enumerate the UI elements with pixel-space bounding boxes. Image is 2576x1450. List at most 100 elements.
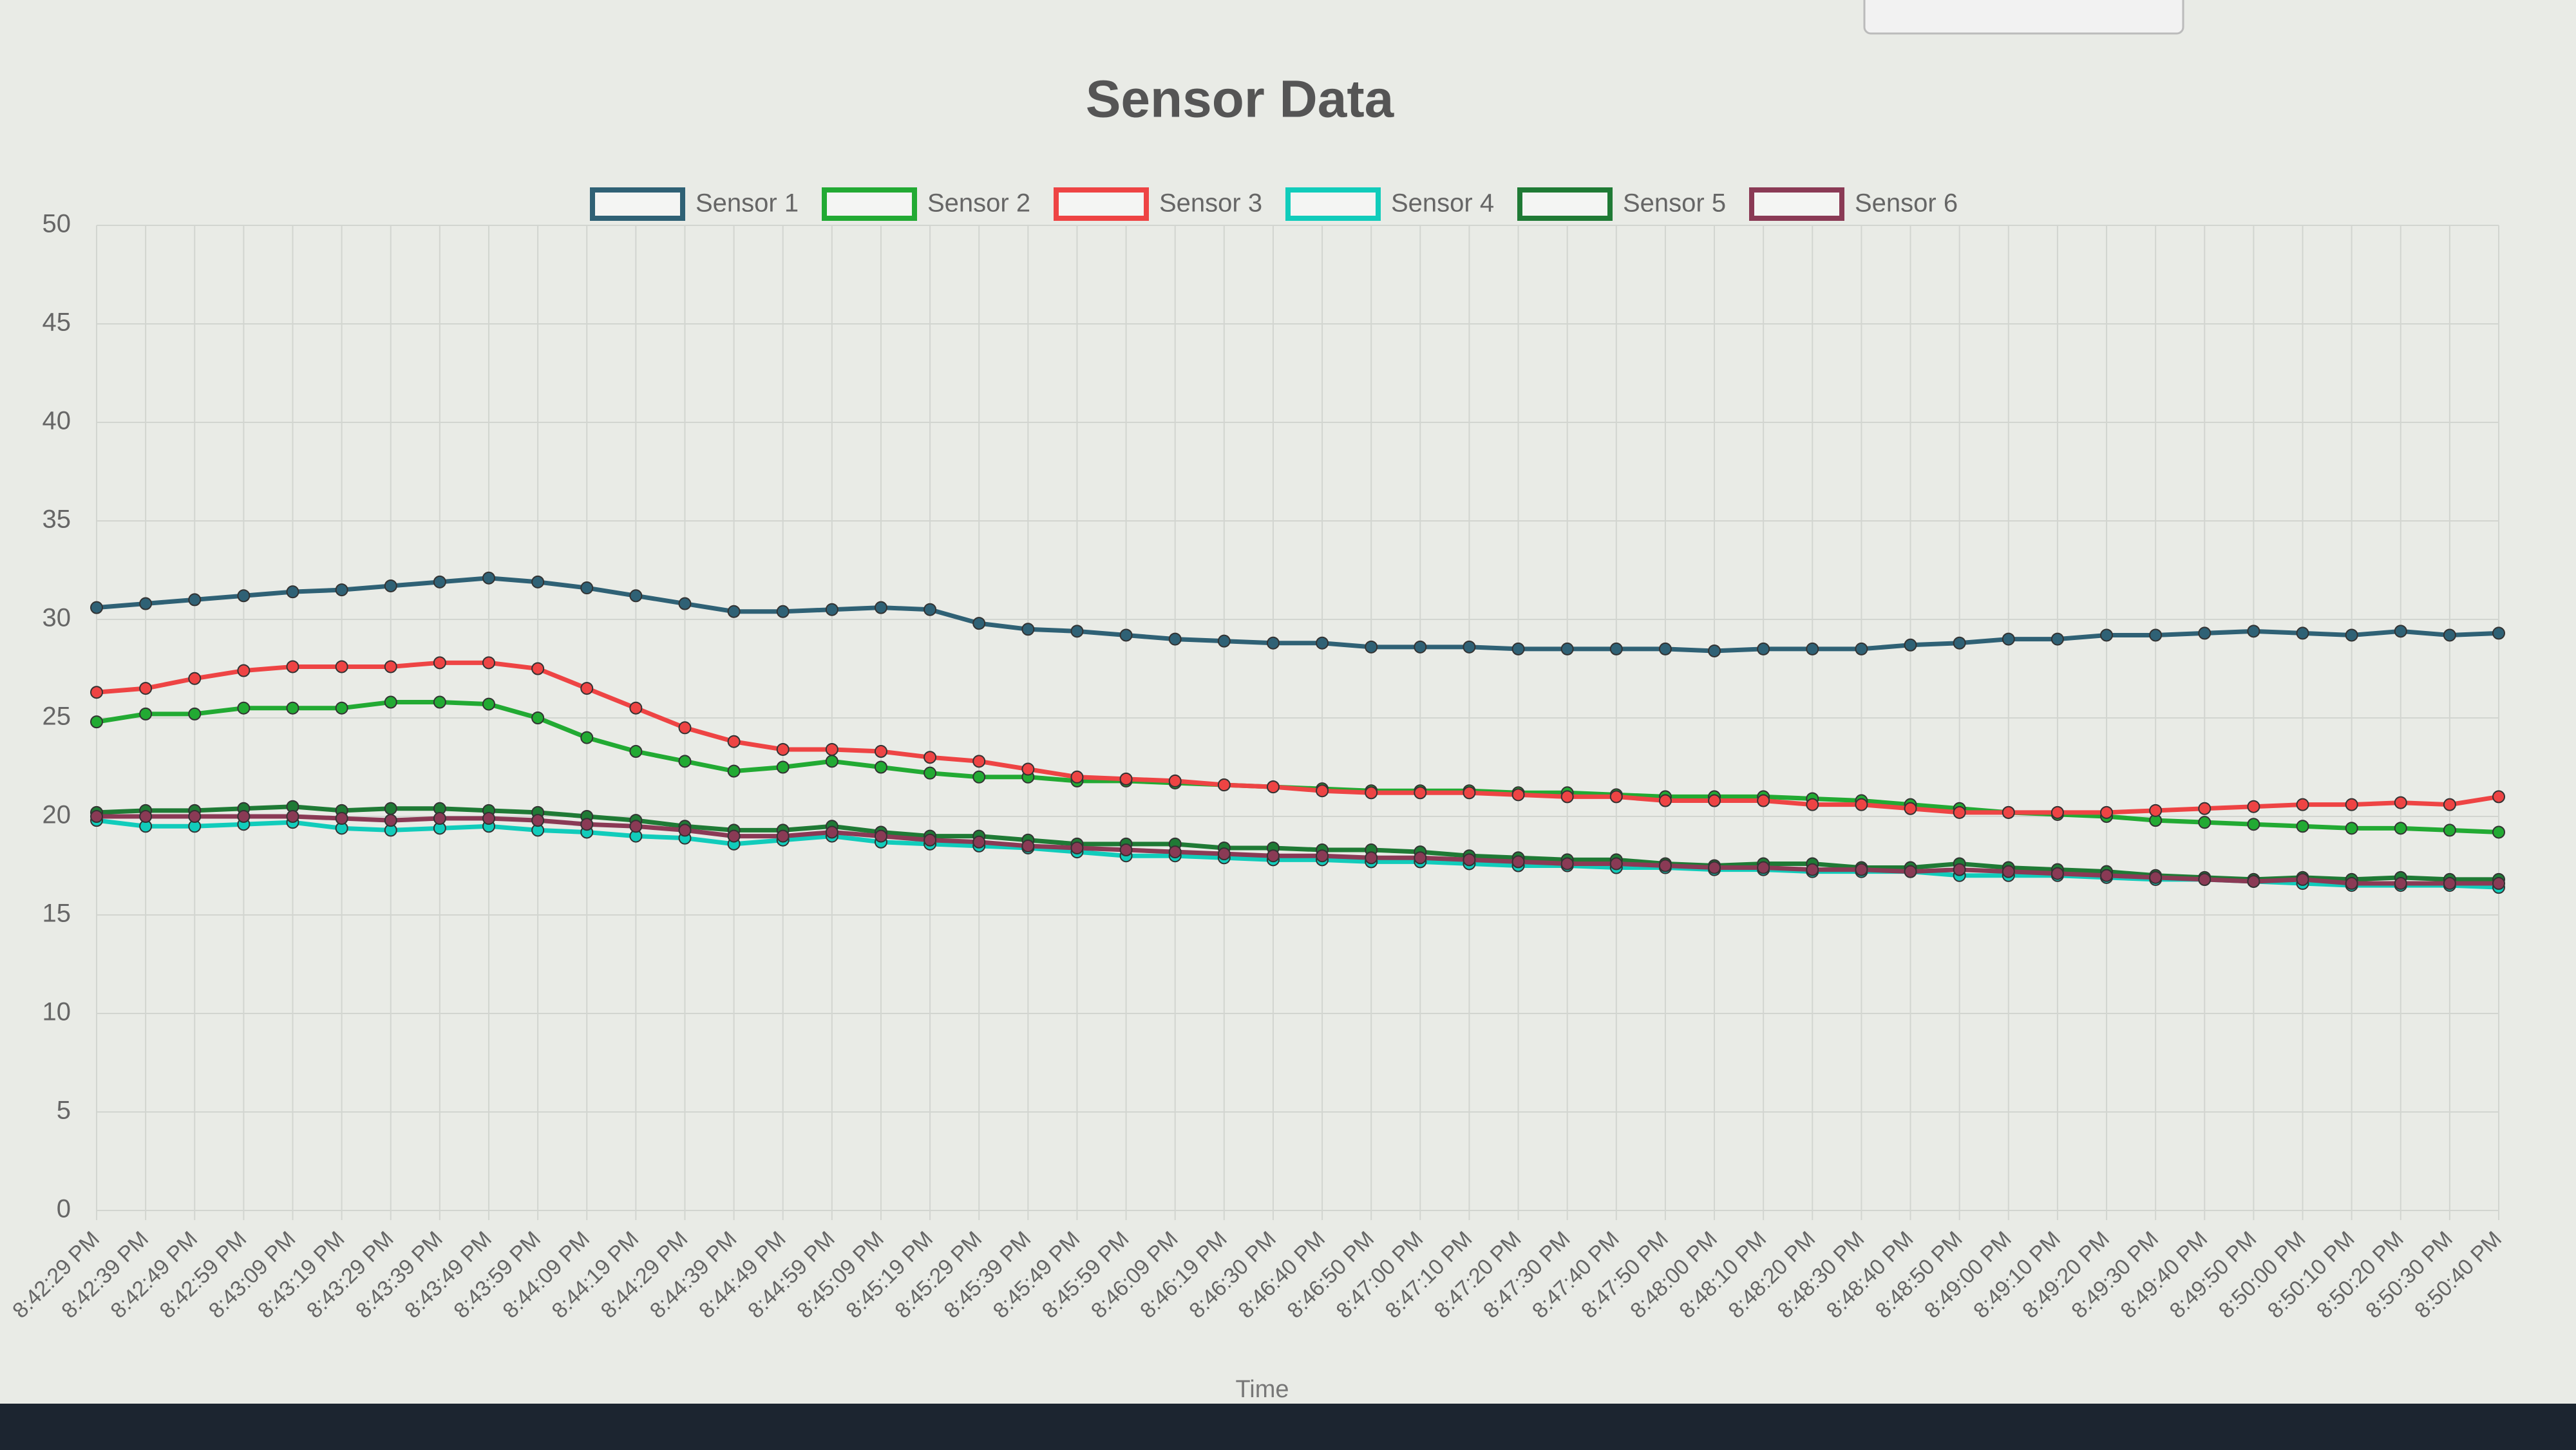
data-point bbox=[139, 810, 153, 823]
data-point bbox=[1855, 642, 1868, 655]
data-point bbox=[1119, 628, 1133, 642]
data-point bbox=[2296, 626, 2309, 640]
data-point bbox=[1904, 865, 1917, 878]
data-point bbox=[678, 824, 692, 837]
data-point bbox=[972, 617, 986, 630]
data-point bbox=[237, 589, 251, 603]
y-tick-label: 30 bbox=[43, 604, 71, 632]
data-point bbox=[90, 715, 103, 729]
data-point bbox=[2492, 877, 2505, 890]
y-tick-label: 40 bbox=[43, 407, 71, 435]
data-point bbox=[1806, 863, 1819, 876]
data-point bbox=[1266, 849, 1280, 863]
data-point bbox=[1217, 847, 1231, 861]
data-point bbox=[1658, 859, 1672, 872]
data-point bbox=[972, 835, 986, 849]
data-point bbox=[1708, 644, 1721, 657]
data-point bbox=[2002, 632, 2015, 646]
y-tick-label: 15 bbox=[43, 899, 71, 928]
data-point bbox=[2100, 628, 2114, 642]
data-point bbox=[2002, 865, 2015, 878]
y-tick-label: 45 bbox=[43, 308, 71, 337]
y-tick-label: 50 bbox=[43, 210, 71, 238]
legend-swatch bbox=[1517, 187, 1613, 221]
data-point bbox=[1511, 855, 1525, 869]
data-point bbox=[629, 745, 643, 758]
chart-title: Sensor Data bbox=[1086, 70, 1395, 129]
data-point bbox=[1904, 638, 1917, 652]
data-point bbox=[2002, 805, 2015, 819]
data-point bbox=[1609, 857, 1623, 871]
data-point bbox=[2198, 626, 2211, 640]
legend-swatch bbox=[1285, 187, 1381, 221]
data-point bbox=[1463, 640, 1476, 654]
data-point bbox=[188, 810, 202, 823]
y-tick-label: 5 bbox=[57, 1097, 71, 1125]
series-line bbox=[96, 660, 2499, 815]
data-point bbox=[433, 812, 446, 825]
data-point bbox=[90, 601, 103, 614]
data-point bbox=[1708, 794, 1721, 807]
data-point bbox=[1266, 780, 1280, 794]
data-point bbox=[2394, 625, 2407, 638]
data-point bbox=[1560, 790, 1574, 804]
y-tick-label: 20 bbox=[43, 801, 71, 829]
legend-swatch bbox=[822, 187, 917, 221]
data-point bbox=[825, 742, 838, 756]
data-point bbox=[1217, 778, 1231, 792]
data-point bbox=[1757, 861, 1770, 874]
data-point bbox=[531, 814, 545, 827]
data-point bbox=[2198, 872, 2211, 886]
data-point bbox=[335, 660, 348, 673]
data-point bbox=[776, 742, 790, 756]
data-point bbox=[2345, 877, 2358, 890]
data-point bbox=[1806, 798, 1819, 811]
data-point bbox=[1070, 770, 1084, 784]
data-point bbox=[2100, 805, 2114, 819]
data-point bbox=[678, 755, 692, 768]
y-tick-label: 35 bbox=[43, 505, 71, 534]
button[interactable] bbox=[1863, 0, 2184, 35]
data-point bbox=[972, 755, 986, 768]
data-point bbox=[2345, 822, 2358, 835]
data-point bbox=[188, 593, 202, 607]
data-point bbox=[1414, 786, 1427, 800]
data-point bbox=[1757, 794, 1770, 807]
data-point bbox=[2050, 805, 2064, 819]
data-point bbox=[1560, 857, 1574, 871]
y-tick-label: 0 bbox=[57, 1195, 71, 1223]
data-point bbox=[188, 707, 202, 720]
data-point bbox=[776, 829, 790, 843]
data-point bbox=[580, 581, 594, 595]
legend-swatch bbox=[1054, 187, 1149, 221]
data-point bbox=[1609, 642, 1623, 655]
data-point bbox=[286, 701, 299, 715]
data-point bbox=[2247, 625, 2260, 638]
legend-label: Sensor 2 bbox=[927, 189, 1030, 218]
data-point bbox=[384, 660, 397, 673]
data-point bbox=[874, 829, 887, 843]
data-point bbox=[825, 603, 838, 616]
data-point bbox=[1463, 786, 1476, 800]
data-point bbox=[2345, 628, 2358, 642]
data-point bbox=[1119, 843, 1133, 857]
data-point bbox=[286, 810, 299, 823]
data-point bbox=[2149, 628, 2163, 642]
data-point bbox=[1414, 851, 1427, 865]
data-point bbox=[1414, 640, 1427, 654]
data-point bbox=[2345, 798, 2358, 811]
data-point bbox=[384, 802, 397, 815]
data-point bbox=[776, 760, 790, 774]
data-point bbox=[2296, 872, 2309, 886]
data-point bbox=[1806, 642, 1819, 655]
data-point bbox=[1658, 794, 1672, 807]
legend-swatch bbox=[1749, 187, 1844, 221]
data-point bbox=[923, 751, 937, 764]
data-point bbox=[90, 810, 103, 823]
data-point bbox=[1609, 790, 1623, 804]
data-point bbox=[874, 601, 887, 614]
data-point bbox=[1266, 636, 1280, 650]
series-line bbox=[96, 576, 2499, 654]
data-point bbox=[2492, 626, 2505, 640]
data-point bbox=[2296, 820, 2309, 833]
